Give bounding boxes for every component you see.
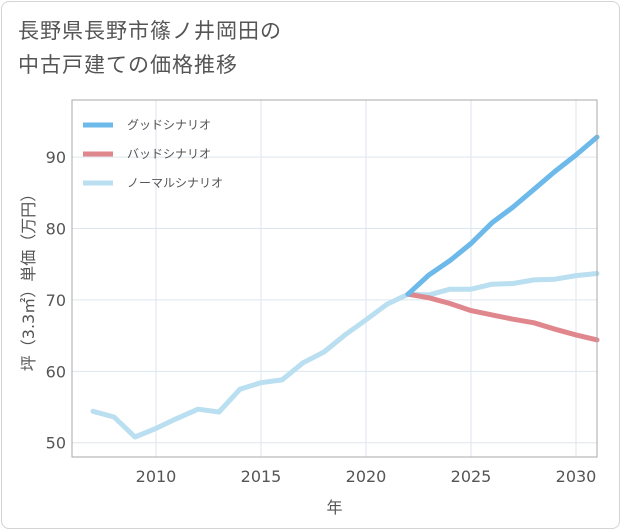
grid-lines <box>72 100 597 457</box>
chart-title-line-1: 長野県長野市篠ノ井岡田の <box>18 19 282 43</box>
series-line <box>90 271 600 440</box>
y-axis-title: 坪（3.3㎡）単価（万円） <box>19 186 38 371</box>
x-tick-label: 2020 <box>346 467 387 486</box>
x-tick-label: 2030 <box>556 467 597 486</box>
series-lines <box>90 134 600 440</box>
y-tick-label: 50 <box>46 434 66 453</box>
y-tick-labels: 50 60 70 80 90 <box>46 148 66 453</box>
series-line <box>405 134 600 297</box>
y-tick-label: 60 <box>46 362 66 381</box>
plot-area-frame <box>71 99 598 458</box>
y-tick-label: 90 <box>46 148 66 167</box>
x-tick-label: 2025 <box>451 467 492 486</box>
x-tick-label: 2015 <box>241 467 282 486</box>
legend-label: グッドシナリオ <box>127 118 211 132</box>
y-tick-label: 70 <box>46 291 66 310</box>
x-tick-labels: 2010 2015 2020 2025 2030 <box>136 467 597 486</box>
legend-label: ノーマルシナリオ <box>127 176 223 190</box>
series-line <box>405 291 600 343</box>
chart-title-line-2: 中古戸建ての価格推移 <box>18 53 238 77</box>
x-axis-title: 年 <box>326 498 342 517</box>
chart-title: 長野県長野市篠ノ井岡田の 中古戸建ての価格推移 <box>18 14 282 82</box>
legend-label: バッドシナリオ <box>127 147 211 161</box>
y-tick-label: 80 <box>46 220 66 239</box>
x-tick-label: 2010 <box>136 467 177 486</box>
